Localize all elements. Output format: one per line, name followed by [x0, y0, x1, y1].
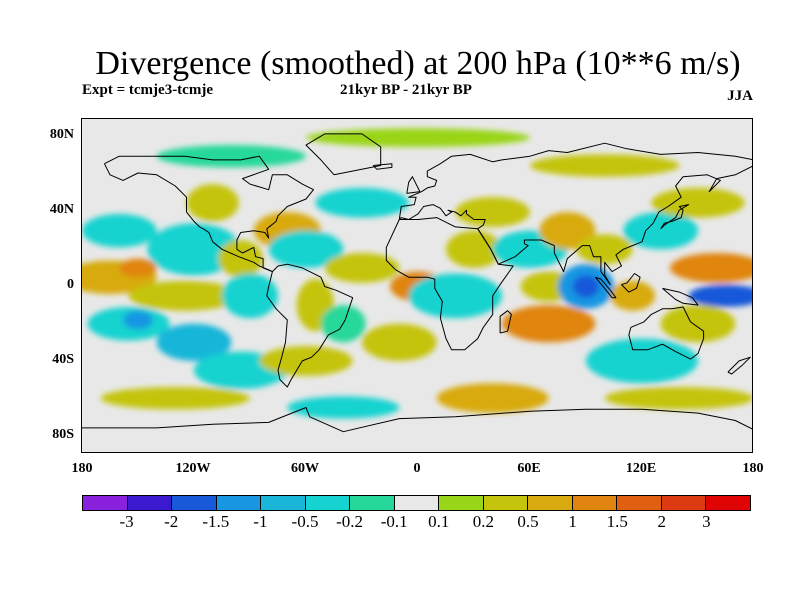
colorbar-label: -0.2 [336, 512, 364, 531]
field-region [119, 258, 157, 278]
lat-label-40s: 40S [52, 352, 74, 367]
coastline [266, 263, 354, 388]
colorbar-swatch [350, 496, 395, 510]
chart-title: Divergence (smoothed) at 200 hPa (10**6 … [95, 45, 741, 82]
map-panel [81, 118, 753, 453]
colorbar-swatch [439, 496, 484, 510]
colorbar-label: 3 [702, 512, 711, 531]
field-region [530, 154, 680, 177]
field-region [306, 128, 530, 147]
colorbar-swatch [706, 496, 750, 510]
colorbar-swatch [261, 496, 306, 510]
field-region [651, 187, 745, 218]
divergence-field [82, 128, 752, 419]
coastline [385, 217, 514, 351]
colorbar-swatch [216, 496, 262, 510]
colorbar-label: 1 [568, 512, 577, 531]
field-region [287, 396, 400, 419]
field-region [586, 338, 698, 384]
coastline [406, 176, 421, 194]
field-region [156, 145, 306, 168]
field-region [268, 230, 344, 268]
coastline [621, 273, 641, 293]
lon-label-120w: 120W [175, 461, 211, 476]
field-region [688, 284, 752, 307]
colorbar-swatch [83, 496, 128, 510]
field-region [186, 184, 239, 222]
field-region [623, 212, 699, 250]
lon-label-180e: 180 [742, 461, 764, 476]
coastline [727, 356, 751, 375]
coastline [305, 133, 382, 176]
field-region [147, 223, 241, 276]
colorbar-swatch [394, 496, 440, 510]
experiment-label: Expt = tcmje3-tcmje [82, 82, 213, 98]
colorbar-swatch [661, 496, 707, 510]
divergence-map [82, 119, 752, 452]
field-region [572, 275, 600, 298]
colorbar-swatch [528, 496, 573, 510]
field-region [315, 187, 409, 218]
field-region [218, 239, 264, 278]
field-region [362, 323, 437, 361]
coastlines [82, 133, 752, 433]
colorbar-label: 0.5 [517, 512, 539, 531]
field-region [610, 280, 656, 311]
colorbar-label: 1.5 [606, 512, 628, 531]
lat-label-40n: 40N [49, 202, 74, 217]
lon-label-60w: 60W [291, 461, 319, 476]
coastline [628, 306, 705, 360]
field-region [502, 305, 596, 343]
colorbar [82, 495, 751, 511]
field-region [576, 234, 633, 265]
field-region [82, 213, 157, 248]
lat-label-eq: 0 [67, 277, 74, 292]
field-region [604, 387, 752, 410]
colorbar-swatch [305, 496, 351, 510]
colorbar-label: -0.5 [291, 512, 319, 531]
coastline [103, 155, 314, 273]
colorbar-swatch [483, 496, 529, 510]
field-region [436, 383, 549, 414]
field-region [100, 387, 250, 410]
coastline [499, 310, 512, 334]
coastline [594, 276, 617, 299]
colorbar-swatch [172, 496, 217, 510]
coastline [398, 142, 752, 286]
colorbar-label: 0.2 [472, 512, 495, 531]
field-region [156, 323, 232, 361]
coastline [662, 287, 699, 306]
period-label: 21kyr BP - 21kyr BP [340, 82, 472, 98]
colorbar-label: -2 [164, 512, 179, 531]
colorbar-swatch [617, 496, 662, 510]
field-region [446, 230, 502, 268]
colorbar-label: -0.1 [380, 512, 408, 531]
colorbar-label: 2 [657, 512, 667, 531]
coastline [660, 204, 690, 230]
coastline [372, 163, 393, 170]
lon-label-60e: 60E [517, 461, 541, 476]
lon-label-0: 0 [413, 461, 421, 476]
lat-label-80n: 80N [49, 127, 74, 142]
field-region [660, 305, 736, 343]
field-region [539, 212, 596, 250]
field-region [259, 346, 353, 376]
colorbar-label: -3 [119, 512, 134, 531]
colorbar-label: -1 [253, 512, 268, 531]
lon-label-120e: 120E [625, 461, 657, 476]
colorbar-swatch [572, 496, 618, 510]
field-region [222, 273, 278, 319]
colorbar-label: 0.1 [428, 512, 450, 531]
field-region [408, 273, 503, 319]
field-region [128, 280, 241, 311]
field-region [670, 253, 752, 283]
lat-label-80s: 80S [52, 427, 74, 442]
colorbar-swatch [127, 496, 173, 510]
field-region [123, 310, 153, 330]
season-label: JJA [727, 88, 753, 104]
lon-label-180w: 180 [71, 461, 93, 476]
colorbar-label: -1.5 [202, 512, 230, 531]
coastline [82, 407, 752, 433]
field-region [324, 253, 400, 283]
